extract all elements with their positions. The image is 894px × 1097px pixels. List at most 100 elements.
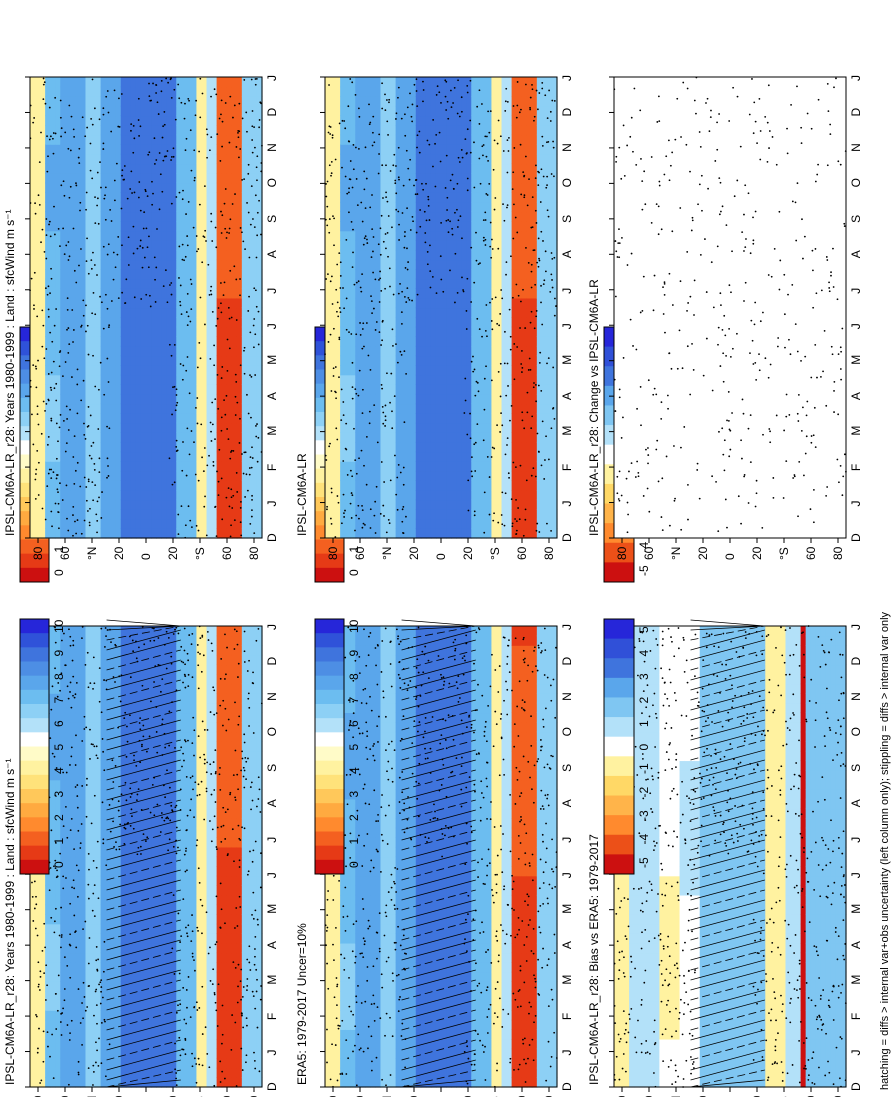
heatmap-cell	[236, 741, 243, 752]
heatmap-cell	[191, 509, 198, 520]
heatmap-cell	[60, 674, 66, 685]
heatmap-cell	[125, 1029, 132, 1040]
heatmap-cell	[181, 942, 187, 954]
heatmap-cell	[251, 760, 258, 771]
heatmap-cell	[120, 894, 127, 906]
heatmap-cell	[130, 856, 137, 867]
heatmap-cell	[161, 904, 167, 915]
heatmap-cell	[206, 904, 213, 915]
heatmap-cell	[130, 1077, 137, 1088]
heatmap-cell	[135, 499, 142, 510]
heatmap-cell	[365, 674, 371, 685]
heatmap-cell	[216, 779, 223, 790]
heatmap-cell	[65, 674, 71, 685]
heatmap-cell	[246, 1077, 253, 1088]
heatmap-cell	[241, 297, 248, 309]
heatmap-cell	[161, 981, 167, 992]
heatmap-cell	[50, 683, 56, 694]
heatmap-cell	[370, 971, 377, 982]
heatmap-cell	[140, 1077, 147, 1088]
heatmap-cell	[241, 461, 248, 472]
heatmap-cell	[231, 1077, 238, 1088]
heatmap-cell	[140, 875, 147, 886]
heatmap-cell	[120, 134, 127, 145]
heatmap-cell	[221, 789, 228, 800]
heatmap-cell	[181, 221, 187, 232]
heatmap-cell	[355, 866, 361, 877]
heatmap-cell	[85, 422, 92, 433]
heatmap-cell	[100, 760, 107, 771]
heatmap-cell	[80, 86, 87, 97]
heatmap-cell	[30, 201, 36, 213]
heatmap-cell	[135, 518, 142, 529]
heatmap-cell	[35, 413, 41, 424]
heatmap-cell	[95, 770, 102, 781]
heatmap-cell	[35, 365, 41, 376]
heatmap-cell	[350, 1038, 356, 1050]
heatmap-cell	[340, 1019, 346, 1030]
heatmap-cell	[176, 115, 182, 126]
heatmap-cell	[186, 750, 192, 762]
heatmap-cell	[95, 635, 102, 646]
heatmap-cell	[80, 635, 87, 646]
month-tick-label: D	[265, 656, 279, 665]
heatmap-cell	[30, 942, 36, 954]
heatmap-cell	[55, 818, 61, 829]
heatmap-cell	[40, 230, 46, 241]
heatmap-cell	[201, 441, 208, 453]
heatmap-cell	[201, 962, 208, 973]
heatmap-cell	[115, 509, 122, 520]
heatmap-cell	[40, 1038, 46, 1050]
heatmap-cell	[236, 249, 243, 261]
heatmap-cell	[140, 451, 147, 462]
heatmap-cell	[146, 441, 152, 453]
heatmap-cell	[186, 317, 192, 328]
heatmap-cell	[135, 933, 142, 944]
heatmap-cell	[30, 441, 36, 453]
heatmap-cell	[115, 355, 122, 366]
heatmap-cell	[156, 480, 162, 491]
heatmap-cell	[40, 914, 46, 925]
heatmap-cell	[110, 115, 117, 126]
heatmap-cell	[355, 952, 361, 963]
heatmap-cell	[221, 875, 228, 886]
heatmap-cell	[221, 1019, 228, 1030]
heatmap-cell	[236, 952, 243, 963]
heatmap-cell	[130, 962, 137, 973]
heatmap-cell	[365, 1029, 371, 1040]
heatmap-cell	[135, 674, 142, 685]
heatmap-cell	[360, 654, 366, 666]
heatmap-cell	[140, 489, 147, 501]
heatmap-cell	[181, 432, 187, 443]
heatmap-cell	[125, 1048, 132, 1059]
heatmap-cell	[70, 489, 76, 501]
heatmap-cell	[50, 115, 56, 126]
heatmap-cell	[246, 182, 253, 193]
heatmap-cell	[246, 384, 253, 395]
heatmap-cell	[241, 683, 248, 694]
heatmap-cell	[120, 461, 127, 472]
heatmap-cell	[345, 750, 351, 762]
heatmap-cell	[90, 432, 97, 443]
heatmap-cell	[221, 480, 228, 491]
heatmap-cell	[80, 712, 87, 723]
heatmap-cell	[196, 808, 203, 819]
heatmap-cell	[226, 470, 233, 481]
heatmap-cell	[50, 837, 56, 848]
heatmap-cell	[161, 722, 167, 733]
heatmap-cell	[45, 144, 51, 155]
heatmap-cell	[256, 528, 263, 539]
heatmap-cell	[256, 1048, 263, 1059]
heatmap-cell	[80, 760, 87, 771]
heatmap-cell	[191, 211, 198, 222]
heatmap-cell	[206, 192, 213, 203]
heatmap-cell	[226, 451, 233, 462]
heatmap-cell	[140, 96, 147, 107]
heatmap-cell	[186, 153, 192, 165]
heatmap-cell	[75, 345, 82, 357]
heatmap-cell	[45, 422, 51, 433]
heatmap-cell	[176, 518, 182, 529]
heatmap-cell	[105, 1058, 112, 1069]
heatmap-cell	[241, 798, 248, 810]
heatmap-cell	[196, 269, 203, 280]
